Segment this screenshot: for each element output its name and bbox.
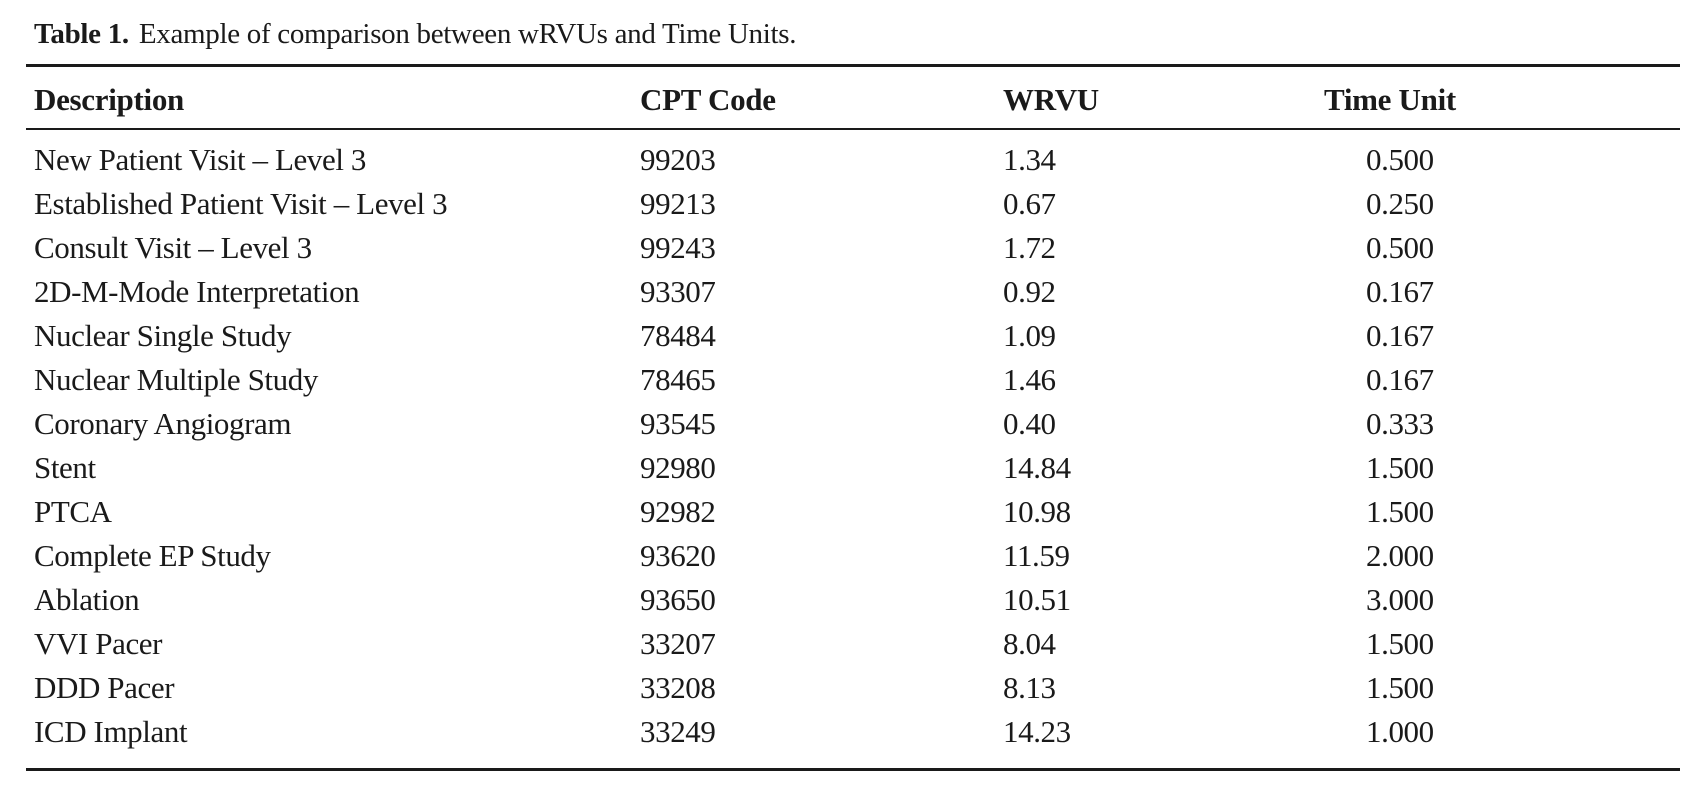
cell-time-unit: 0.167 — [1366, 362, 1434, 397]
cell-time-unit: 3.000 — [1366, 582, 1434, 617]
cell-cpt-code: 33249 — [640, 714, 716, 749]
table-caption-text: Example of comparison between wRVUs and … — [138, 18, 797, 50]
cell-wrvu: 14.23 — [1003, 714, 1071, 749]
cell-wrvu: 1.34 — [1003, 142, 1056, 177]
cell-cpt-code: 99203 — [640, 142, 716, 177]
table-row: DDD Pacer 33208 8.13 1.500 — [0, 666, 1706, 710]
cell-description: Established Patient Visit – Level 3 — [34, 186, 448, 221]
table-caption: Table 1. Example of comparison between wR… — [34, 14, 797, 54]
cell-cpt-code: 78465 — [640, 362, 716, 397]
cell-description: Complete EP Study — [34, 538, 271, 573]
cell-wrvu: 10.51 — [1003, 582, 1071, 617]
cell-time-unit: 0.333 — [1366, 406, 1434, 441]
cell-wrvu: 0.40 — [1003, 406, 1056, 441]
cell-wrvu: 8.04 — [1003, 626, 1056, 661]
table-row: New Patient Visit – Level 3 99203 1.34 0… — [0, 138, 1706, 182]
cell-cpt-code: 92980 — [640, 450, 716, 485]
cell-cpt-code: 33207 — [640, 626, 716, 661]
table-row: VVI Pacer 33207 8.04 1.500 — [0, 622, 1706, 666]
cell-time-unit: 0.500 — [1366, 230, 1434, 265]
column-header-time-unit: Time Unit — [1324, 82, 1456, 117]
cell-cpt-code: 93620 — [640, 538, 716, 573]
cell-description: Ablation — [34, 582, 140, 617]
cell-time-unit: 1.000 — [1366, 714, 1434, 749]
column-header-wrvu: WRVU — [1003, 82, 1099, 117]
cell-description: DDD Pacer — [34, 670, 175, 705]
table-row: Ablation 93650 10.51 3.000 — [0, 578, 1706, 622]
cell-time-unit: 1.500 — [1366, 450, 1434, 485]
cell-time-unit: 1.500 — [1366, 626, 1434, 661]
cell-wrvu: 1.72 — [1003, 230, 1056, 265]
column-header-cpt-code: CPT Code — [640, 82, 776, 117]
table-header-row: Description CPT Code WRVU Time Unit — [0, 78, 1706, 122]
cell-description: Stent — [34, 450, 96, 485]
cell-description: PTCA — [34, 494, 112, 529]
cell-description: New Patient Visit – Level 3 — [34, 142, 367, 177]
cell-time-unit: 0.167 — [1366, 274, 1434, 309]
cell-cpt-code: 92982 — [640, 494, 716, 529]
cell-time-unit: 1.500 — [1366, 494, 1434, 529]
cell-cpt-code: 93545 — [640, 406, 716, 441]
table-top-rule — [26, 64, 1680, 67]
cell-cpt-code: 93307 — [640, 274, 716, 309]
table-row: Established Patient Visit – Level 3 9921… — [0, 182, 1706, 226]
cell-description: Nuclear Single Study — [34, 318, 292, 353]
cell-cpt-code: 78484 — [640, 318, 716, 353]
table-row: Nuclear Single Study 78484 1.09 0.167 — [0, 314, 1706, 358]
table-row: Consult Visit – Level 3 99243 1.72 0.500 — [0, 226, 1706, 270]
cell-description: 2D-M-Mode Interpretation — [34, 274, 360, 309]
table-body: New Patient Visit – Level 3 99203 1.34 0… — [0, 138, 1706, 754]
cell-wrvu: 11.59 — [1003, 538, 1070, 573]
cell-description: ICD Implant — [34, 714, 188, 749]
cell-description: VVI Pacer — [34, 626, 163, 661]
cell-wrvu: 0.67 — [1003, 186, 1056, 221]
table-row: Nuclear Multiple Study 78465 1.46 0.167 — [0, 358, 1706, 402]
table-row: ICD Implant 33249 14.23 1.000 — [0, 710, 1706, 754]
cell-description: Consult Visit – Level 3 — [34, 230, 312, 265]
table-header-rule — [26, 128, 1680, 130]
table-row: 2D-M-Mode Interpretation 93307 0.92 0.16… — [0, 270, 1706, 314]
cell-wrvu: 1.09 — [1003, 318, 1056, 353]
cell-cpt-code: 93650 — [640, 582, 716, 617]
cell-time-unit: 0.167 — [1366, 318, 1434, 353]
cell-time-unit: 2.000 — [1366, 538, 1434, 573]
cell-cpt-code: 99213 — [640, 186, 716, 221]
cell-time-unit: 1.500 — [1366, 670, 1434, 705]
cell-description: Nuclear Multiple Study — [34, 362, 318, 397]
cell-wrvu: 0.92 — [1003, 274, 1056, 309]
cell-wrvu: 14.84 — [1003, 450, 1071, 485]
table-row: Stent 92980 14.84 1.500 — [0, 446, 1706, 490]
column-header-description: Description — [34, 82, 184, 117]
cell-time-unit: 0.500 — [1366, 142, 1434, 177]
cell-description: Coronary Angiogram — [34, 406, 292, 441]
cell-cpt-code: 33208 — [640, 670, 716, 705]
table-row: Coronary Angiogram 93545 0.40 0.333 — [0, 402, 1706, 446]
cell-wrvu: 1.46 — [1003, 362, 1056, 397]
table-row: Complete EP Study 93620 11.59 2.000 — [0, 534, 1706, 578]
table-row: PTCA 92982 10.98 1.500 — [0, 490, 1706, 534]
table-caption-label: Table 1. — [34, 18, 129, 50]
cell-cpt-code: 99243 — [640, 230, 716, 265]
cell-wrvu: 8.13 — [1003, 670, 1056, 705]
table-bottom-rule — [26, 768, 1680, 771]
cell-wrvu: 10.98 — [1003, 494, 1071, 529]
cell-time-unit: 0.250 — [1366, 186, 1434, 221]
